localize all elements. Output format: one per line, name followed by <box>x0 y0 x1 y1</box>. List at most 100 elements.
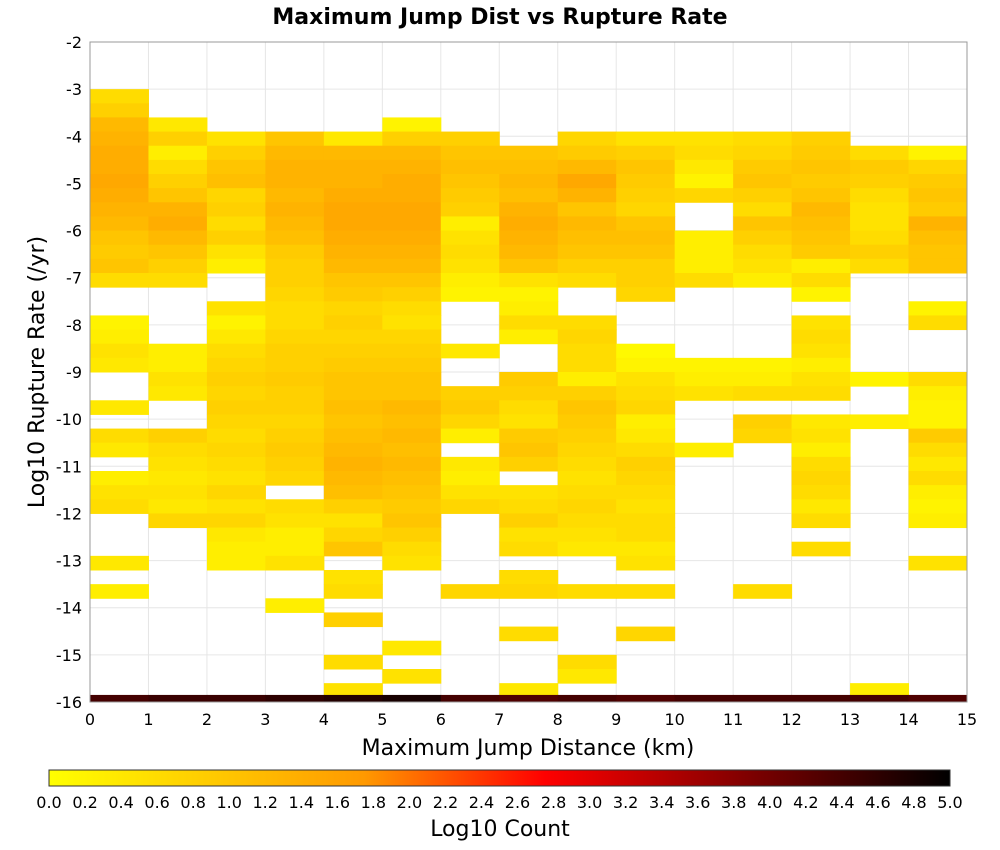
heatmap-cell <box>90 230 149 246</box>
heatmap-cell <box>323 131 383 147</box>
heatmap-cell <box>90 159 149 175</box>
heatmap-cell <box>382 513 442 529</box>
heatmap-cell <box>323 400 383 415</box>
y-tick-label: -2 <box>66 33 82 52</box>
heatmap-cell <box>382 230 442 246</box>
heatmap-cell <box>90 584 149 599</box>
heatmap-cell <box>323 329 383 345</box>
heatmap-cell <box>791 471 851 486</box>
heatmap-cell <box>674 188 734 203</box>
heatmap-cell <box>674 258 734 274</box>
heatmap-floor-cell <box>206 694 266 702</box>
heatmap-cell <box>616 555 676 571</box>
heatmap-cell <box>148 499 208 514</box>
heatmap-cell <box>908 499 968 514</box>
x-tick-label: 7 <box>494 710 504 729</box>
heatmap-cell <box>908 471 968 486</box>
heatmap-cell <box>382 414 442 430</box>
heatmap-cell <box>265 400 325 415</box>
heatmap-cell <box>440 584 500 599</box>
heatmap-cell <box>382 669 442 684</box>
heatmap-cell <box>206 541 266 557</box>
colorbar-tick-label: 3.6 <box>685 793 710 812</box>
heatmap-cell <box>265 216 325 232</box>
heatmap-cell <box>265 244 325 260</box>
heatmap-floor-cell <box>265 694 325 702</box>
heatmap-cell <box>148 117 208 133</box>
heatmap-cell <box>557 471 617 486</box>
x-tick-label: 0 <box>85 710 95 729</box>
chart-title: Maximum Jump Dist vs Rupture Rate <box>272 5 727 30</box>
heatmap-cell <box>382 244 442 260</box>
heatmap-cell <box>791 258 851 274</box>
heatmap-cell <box>148 202 208 217</box>
heatmap-cell <box>440 244 500 260</box>
heatmap-cell <box>850 159 910 175</box>
heatmap-cell <box>791 315 851 331</box>
heatmap-cell <box>791 329 851 345</box>
heatmap-cell <box>908 485 968 500</box>
heatmap-cell <box>323 527 383 543</box>
heatmap-cell <box>382 273 442 288</box>
heatmap-cell <box>791 244 851 260</box>
heatmap-cell <box>382 287 442 302</box>
heatmap-cell <box>557 145 617 161</box>
heatmap-cell <box>206 428 266 444</box>
heatmap-cell <box>440 386 500 401</box>
heatmap-floor-cell <box>791 694 851 702</box>
heatmap-cell <box>382 400 442 415</box>
heatmap-cell <box>323 230 383 246</box>
heatmap-cell <box>265 343 325 359</box>
heatmap-cell <box>499 258 559 274</box>
colorbar <box>48 769 951 787</box>
heatmap-cell <box>850 202 910 217</box>
heatmap-cell <box>733 273 793 288</box>
heatmap-cell <box>323 315 383 331</box>
heatmap-cell <box>265 527 325 543</box>
heatmap-cell <box>791 202 851 217</box>
heatmap-cell <box>148 159 208 175</box>
heatmap-cell <box>557 188 617 203</box>
heatmap-cell <box>323 244 383 260</box>
heatmap-cell <box>908 159 968 175</box>
heatmap-cell <box>90 273 149 288</box>
x-axis-label: Maximum Jump Distance (km) <box>362 736 695 761</box>
heatmap-floor-cell <box>616 694 676 702</box>
heatmap-cell <box>557 584 617 599</box>
heatmap-cell <box>206 485 266 500</box>
heatmap-cell <box>440 485 500 500</box>
heatmap-floor-cell <box>557 694 617 702</box>
heatmap-cell <box>733 428 793 444</box>
heatmap-cell <box>791 287 851 302</box>
heatmap-cell <box>323 513 383 529</box>
x-axis-ticks: 0 1 2 3 4 5 6 7 8 9 10 11 12 13 14 15 <box>85 710 977 729</box>
heatmap-cell <box>557 258 617 274</box>
colorbar-tick-label: 1.2 <box>253 793 278 812</box>
heatmap-cell <box>382 499 442 514</box>
x-tick-label: 10 <box>664 710 684 729</box>
x-tick-label: 14 <box>898 710 918 729</box>
heatmap-cell <box>323 442 383 458</box>
heatmap-cell <box>206 456 266 472</box>
heatmap-cell <box>206 400 266 415</box>
heatmap-cell <box>382 174 442 189</box>
heatmap-cell <box>323 301 383 316</box>
heatmap-cell <box>382 301 442 316</box>
colorbar-tick-label: 3.2 <box>613 793 638 812</box>
heatmap-cell <box>850 188 910 203</box>
heatmap-cell <box>323 654 383 670</box>
heatmap-cell <box>616 485 676 500</box>
heatmap-cell <box>499 301 559 316</box>
heatmap-cell <box>499 273 559 288</box>
heatmap-cell <box>733 372 793 387</box>
heatmap-cell <box>791 372 851 387</box>
heatmap-cell <box>908 174 968 189</box>
heatmap-cell <box>440 131 500 147</box>
x-tick-label: 15 <box>957 710 977 729</box>
heatmap-floor-cell <box>674 694 734 702</box>
heatmap-cell <box>382 159 442 175</box>
heatmap-cell <box>616 456 676 472</box>
heatmap-cell <box>499 174 559 189</box>
heatmap-cell <box>557 357 617 373</box>
heatmap-cell <box>265 386 325 401</box>
